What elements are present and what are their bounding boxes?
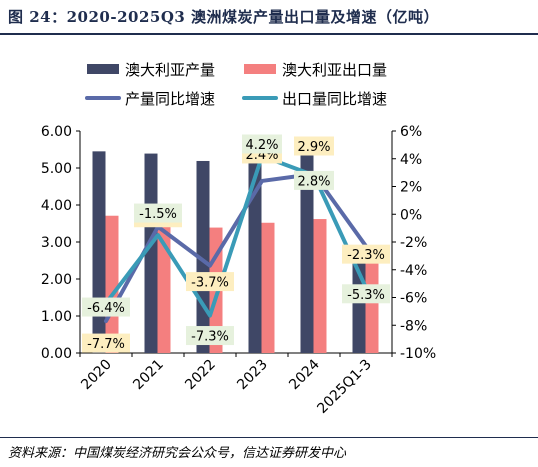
title-divider — [0, 33, 538, 35]
legend-production-swatch — [87, 64, 119, 74]
right-tick-label: -4% — [400, 263, 427, 279]
legend-export-growth-label: 出口量同比增速 — [282, 90, 387, 108]
chart-title: 图 24：2020-2025Q3 澳洲煤炭产量出口量及增速（亿吨） — [8, 8, 440, 26]
right-tick-label: -2% — [400, 235, 427, 251]
left-tick-label: 5.00 — [41, 161, 72, 177]
legend-export-swatch — [244, 64, 276, 74]
x-tick-label: 2022 — [182, 357, 219, 394]
left-tick-label: 0.00 — [41, 346, 72, 362]
export-bar — [313, 219, 327, 353]
export-bar — [365, 260, 379, 353]
legend-export-label: 澳大利亚出口量 — [282, 61, 387, 79]
export-growth-label-bg — [186, 326, 234, 346]
export-growth-label-bg — [294, 170, 334, 190]
left-tick-label: 2.00 — [41, 272, 72, 288]
export-growth-label-bg — [342, 284, 390, 304]
left-tick-label: 4.00 — [41, 198, 72, 214]
legend-production-label: 澳大利亚产量 — [125, 61, 215, 79]
export-growth-label: 4.2% — [245, 138, 278, 153]
export-growth-label-bg — [82, 297, 130, 317]
source-note: 资料来源：中国煤炭经济研究会公众号，信达证券研发中心 — [8, 446, 347, 461]
production-growth-label: -3.7% — [191, 276, 229, 291]
export-growth-label: -5.3% — [347, 288, 385, 303]
right-tick-label: 2% — [400, 180, 422, 196]
export-growth-label: -1.5% — [139, 207, 177, 222]
production-bar — [92, 151, 106, 353]
left-tick-label: 3.00 — [41, 235, 72, 251]
right-tick-label: -10% — [400, 346, 436, 362]
production-growth-label-bg — [342, 244, 390, 264]
export-growth-label-bg — [242, 134, 282, 154]
export-bar — [105, 215, 119, 353]
production-growth-label-bg — [82, 333, 130, 353]
production-bar — [300, 150, 314, 353]
export-growth-label: -7.3% — [191, 330, 229, 345]
production-growth-label: -2.3% — [347, 248, 385, 263]
production-bar — [144, 153, 158, 353]
export-growth-label: 2.8% — [297, 174, 330, 189]
production-growth-label-bg — [294, 136, 334, 156]
x-tick-label: 2024 — [286, 356, 323, 393]
export-bar — [261, 222, 275, 353]
production-growth-label-bg — [186, 272, 234, 292]
export-growth-label-bg — [134, 203, 182, 223]
production-bar — [248, 156, 262, 353]
source-divider — [0, 437, 538, 438]
left-tick-label: 6.00 — [41, 124, 72, 140]
export-growth-line — [104, 153, 368, 318]
right-tick-label: 0% — [400, 207, 422, 223]
right-tick-label: 6% — [400, 124, 422, 140]
production-bar — [196, 160, 210, 353]
export-growth-label: -6.4% — [87, 301, 125, 316]
left-tick-label: 1.00 — [41, 309, 72, 325]
x-tick-label: 2020 — [78, 357, 115, 394]
legend-production-growth-label: 产量同比增速 — [125, 90, 215, 108]
right-tick-label: 4% — [400, 152, 422, 168]
production-growth-label: 2.9% — [297, 140, 330, 155]
x-tick-label: 2023 — [234, 357, 271, 394]
right-tick-label: -8% — [400, 318, 427, 334]
x-tick-label: 2021 — [130, 357, 167, 394]
x-tick-label: 2025Q1-3 — [314, 357, 374, 417]
right-tick-label: -6% — [400, 291, 427, 307]
production-growth-label: -7.7% — [87, 337, 125, 352]
